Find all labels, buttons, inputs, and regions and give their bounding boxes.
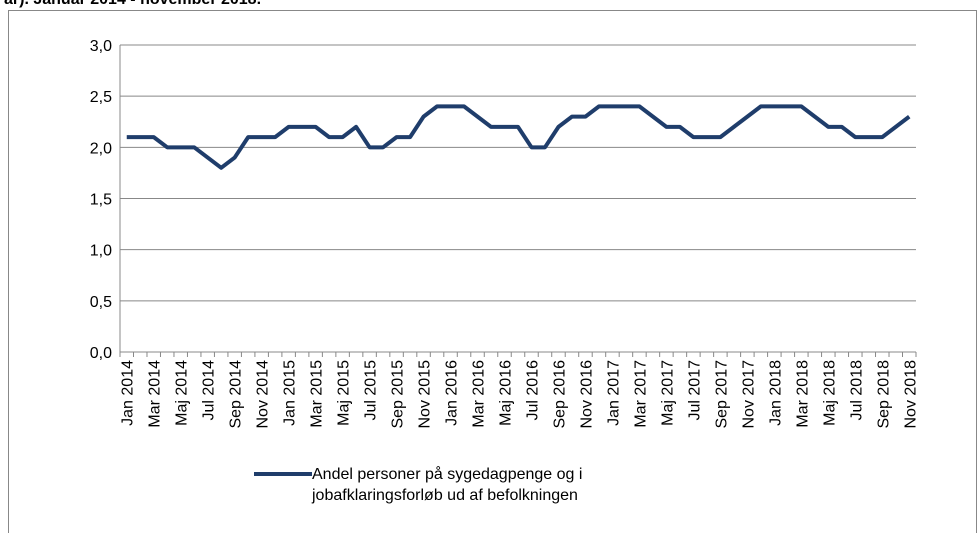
x-tick-label: Mar 2018 <box>794 360 811 428</box>
y-tick-label: 0,5 <box>90 294 112 311</box>
y-tick-label: 2,0 <box>90 140 112 157</box>
x-tick-label: Nov 2015 <box>417 360 434 429</box>
x-tick-label: Sep 2014 <box>228 360 245 429</box>
x-tick-label: Sep 2015 <box>390 360 407 429</box>
x-tick-label: Jan 2014 <box>120 360 137 426</box>
y-tick-label: 0,0 <box>90 345 112 362</box>
x-tick-label: Nov 2014 <box>255 360 272 429</box>
y-tick-label: 1,5 <box>90 192 112 209</box>
x-tick-label: Jul 2018 <box>848 360 865 421</box>
x-tick-label: Jan 2017 <box>605 360 622 426</box>
x-tick-label: Jul 2017 <box>686 360 703 421</box>
x-tick-label: Maj 2016 <box>498 360 515 426</box>
x-tick-label: Nov 2016 <box>578 360 595 429</box>
x-tick-label: Mar 2014 <box>147 360 164 428</box>
x-tick-label: Jul 2015 <box>363 360 380 421</box>
x-tick-label: Mar 2015 <box>309 360 326 428</box>
y-tick-label: 3,0 <box>90 38 112 55</box>
x-tick-label: Maj 2017 <box>659 360 676 426</box>
y-tick-label: 1,0 <box>90 243 112 260</box>
x-tick-label: Sep 2018 <box>875 360 892 429</box>
x-tick-label: Jul 2014 <box>201 360 218 421</box>
x-tick-label: Jan 2015 <box>282 360 299 426</box>
chart-border <box>8 10 977 533</box>
x-tick-label: Nov 2017 <box>740 360 757 429</box>
x-tick-label: Jan 2016 <box>444 360 461 426</box>
x-tick-label: Mar 2016 <box>471 360 488 428</box>
line-series <box>126 104 911 170</box>
legend-label: Andel personer på sygedagpenge og i joba… <box>312 466 583 504</box>
x-tick-label: Maj 2015 <box>336 360 353 426</box>
x-tick-label: Maj 2018 <box>821 360 838 426</box>
x-tick-label: Jul 2016 <box>524 360 541 421</box>
chart-title: ar). Januar 2014 - november 2018. <box>4 0 261 8</box>
x-tick-label: Mar 2017 <box>632 360 649 428</box>
x-tick-label: Sep 2017 <box>713 360 730 429</box>
x-tick-label: Nov 2018 <box>902 360 919 429</box>
x-tick-label: Jan 2018 <box>767 360 784 426</box>
x-tick-label: Sep 2016 <box>551 360 568 429</box>
y-tick-label: 2,5 <box>90 89 112 106</box>
x-tick-label: Maj 2014 <box>174 360 191 426</box>
